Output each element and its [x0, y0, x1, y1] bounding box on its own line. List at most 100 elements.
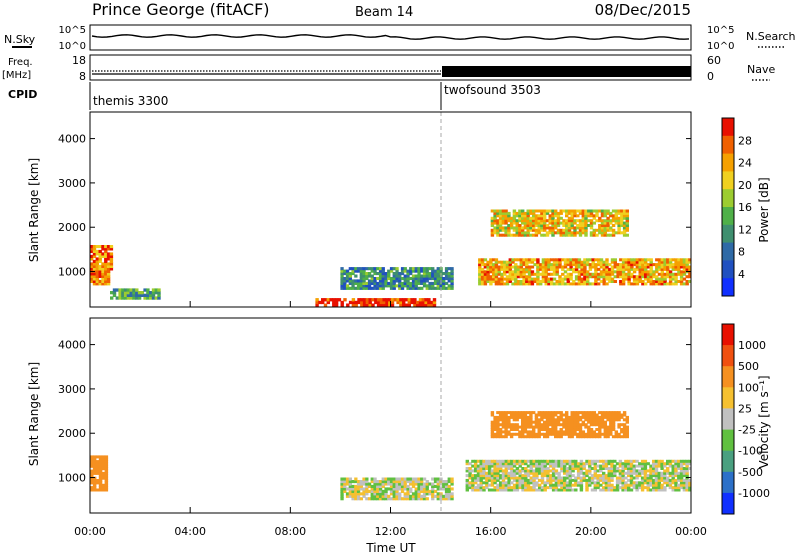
data-cell: [343, 482, 347, 486]
data-cell: [578, 228, 583, 232]
data-cell: [362, 494, 366, 498]
data-cell: [576, 481, 581, 485]
data-cell: [560, 486, 564, 490]
data-cell: [504, 481, 508, 485]
data-cell: [668, 277, 673, 281]
data-cell: [92, 471, 97, 475]
data-cell: [627, 280, 631, 283]
data-cell: [365, 300, 370, 305]
data-cell: [378, 482, 383, 486]
data-cell: [343, 269, 347, 273]
data-cell: [605, 275, 609, 279]
data-cell: [657, 464, 661, 468]
data-cell: [497, 272, 501, 276]
data-cell: [411, 269, 416, 273]
data-cell: [559, 231, 563, 235]
data-cell: [360, 300, 364, 305]
data-cell: [544, 267, 548, 271]
data-cell: [682, 483, 687, 487]
data-cell: [563, 282, 568, 286]
data-cell: [535, 459, 539, 463]
data-cell: [604, 481, 609, 485]
data-cell: [490, 481, 495, 485]
data-cell: [406, 484, 410, 488]
data-cell: [421, 300, 425, 305]
data-cell: [682, 263, 687, 267]
data-cell: [566, 277, 570, 281]
data-cell: [409, 281, 413, 285]
data-cell: [541, 280, 546, 283]
data-cell: [576, 467, 581, 470]
cpid-segment-1: themis 3300: [93, 94, 168, 108]
data-cell: [688, 272, 691, 276]
data-cell: [480, 263, 485, 267]
data-cell: [554, 483, 559, 487]
data-cell: [482, 464, 486, 468]
data-cell: [657, 483, 661, 487]
data-cell: [98, 274, 102, 278]
data-cell: [471, 486, 475, 490]
data-cell: [570, 428, 574, 431]
data-cell: [351, 484, 355, 488]
data-cell: [598, 224, 602, 227]
data-cell: [526, 459, 531, 463]
data-cell: [621, 275, 626, 279]
data-cell: [436, 492, 440, 496]
data-cell: [591, 258, 595, 262]
data-cell: [593, 459, 597, 463]
data-cell: [532, 428, 536, 431]
data-cell: [663, 474, 667, 478]
data-cell: [490, 209, 495, 213]
data-cell: [554, 214, 558, 218]
data-cell: [508, 258, 512, 262]
data-cell: [603, 413, 607, 417]
data-cell: [532, 224, 536, 227]
data-cell: [543, 428, 547, 431]
data-cell: [428, 267, 432, 271]
data-cell: [389, 269, 394, 273]
data-cell: [340, 482, 344, 486]
data-cell: [619, 282, 623, 286]
data-cell: [534, 435, 539, 439]
data-cell: [345, 284, 350, 288]
data-cell: [632, 260, 637, 264]
data-cell: [649, 275, 653, 279]
data-cell: [641, 280, 645, 283]
data-cell: [101, 488, 106, 492]
data-cell: [563, 469, 567, 473]
data-cell: [558, 265, 562, 269]
data-cell: [373, 281, 377, 285]
data-cell: [510, 474, 514, 478]
data-cell: [660, 462, 664, 466]
data-cell: [400, 477, 405, 481]
data-cell: [526, 423, 530, 427]
data-cell: [610, 469, 614, 473]
data-cell: [632, 263, 637, 267]
data-cell: [544, 263, 548, 267]
data-cell: [565, 462, 570, 466]
data-cell: [496, 211, 500, 215]
data-cell: [679, 265, 684, 269]
data-cell: [485, 476, 489, 480]
data-cell: [516, 282, 521, 286]
data-cell: [603, 432, 607, 436]
y-tick-label: 2000: [58, 427, 86, 440]
data-cell: [521, 428, 525, 431]
data-cell: [530, 260, 535, 264]
data-cell: [606, 415, 610, 419]
data-cell: [682, 471, 687, 475]
data-cell: [376, 303, 381, 307]
data-cell: [487, 483, 492, 487]
data-cell: [588, 467, 592, 470]
data-cell: [359, 267, 363, 271]
data-cell: [598, 231, 602, 235]
data-cell: [627, 471, 631, 475]
data-cell: [588, 481, 592, 485]
data-cell: [574, 478, 578, 482]
data-cell: [389, 480, 394, 484]
data-cell: [604, 483, 609, 487]
data-cell: [585, 481, 589, 485]
data-cell: [521, 469, 525, 473]
data-cell: [395, 272, 399, 276]
data-cell: [660, 488, 664, 492]
